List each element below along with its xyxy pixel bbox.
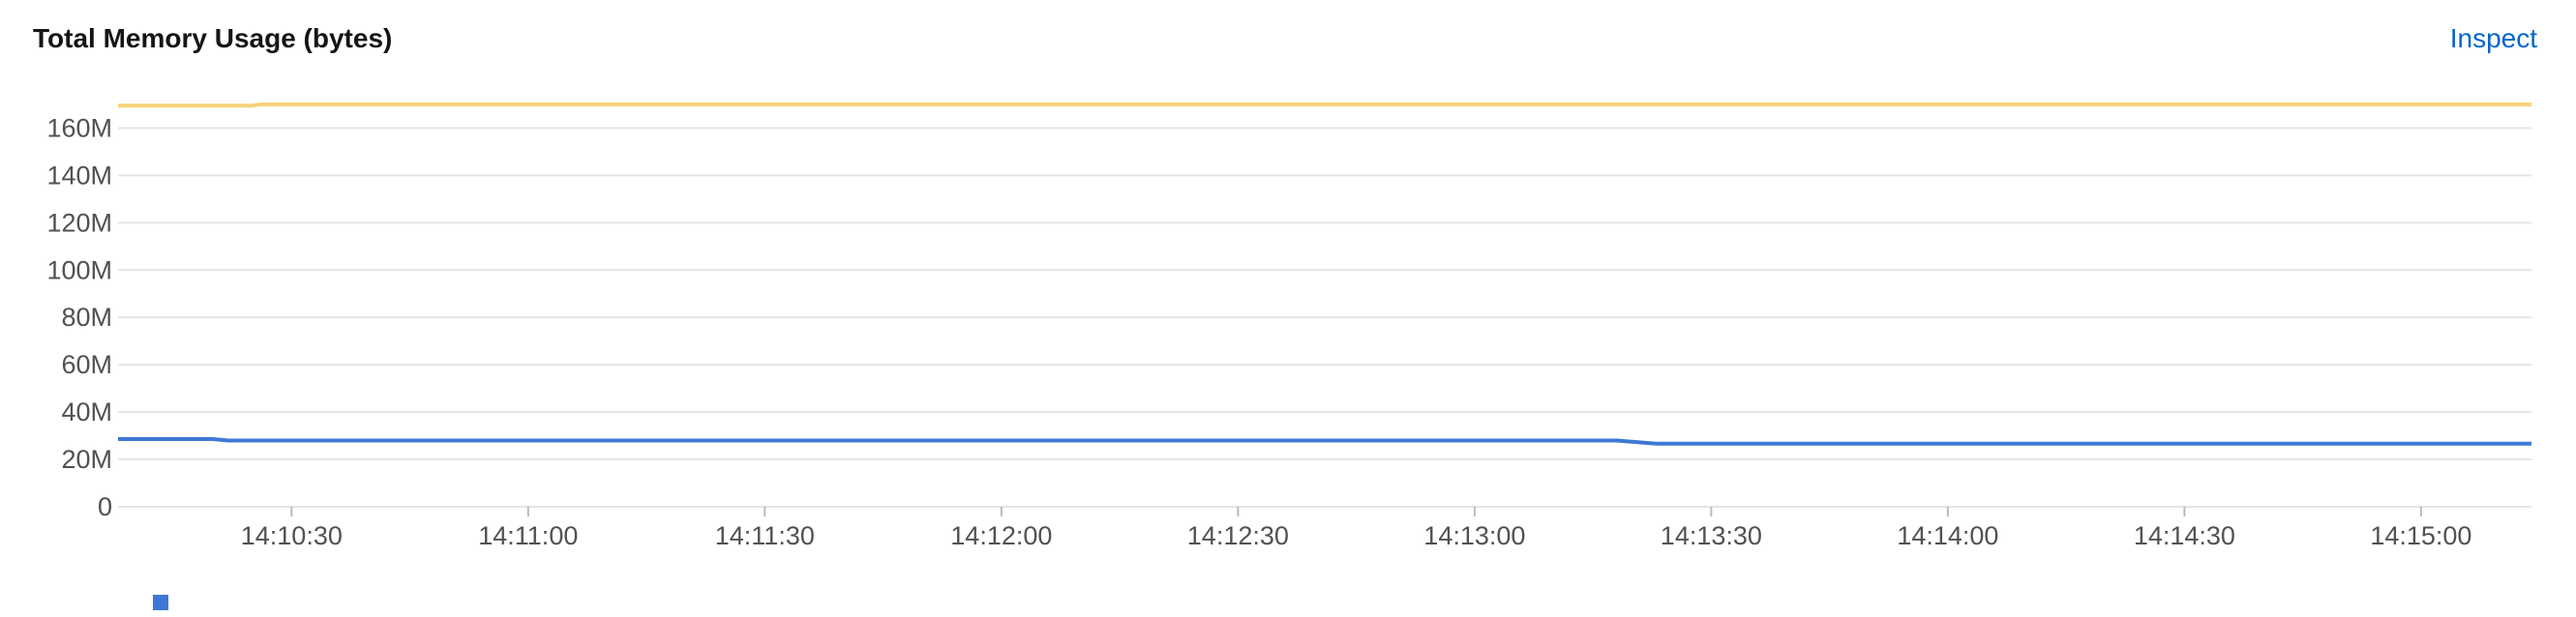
grid-lines — [118, 127, 2531, 508]
chart-legend — [153, 588, 178, 617]
y-tick-label: 160M — [46, 113, 112, 142]
x-tick-label: 14:14:00 — [1897, 521, 1998, 550]
y-tick-label: 40M — [61, 397, 112, 426]
inspect-link[interactable]: Inspect — [2449, 23, 2537, 53]
y-tick-label: 140M — [46, 161, 112, 190]
y-tick-label: 120M — [46, 208, 112, 237]
x-tick-label: 14:12:30 — [1187, 521, 1289, 550]
x-tick-label: 14:11:00 — [478, 521, 578, 550]
x-tick-label: 14:10:30 — [241, 521, 343, 550]
y-tick-label: 0 — [98, 492, 112, 521]
y-tick-label: 100M — [46, 255, 112, 284]
y-tick-label: 80M — [61, 303, 112, 332]
series-line-0 — [118, 103, 2531, 108]
chart-axes: 0 20M 40M 60M 80M 100M 120M 140M 160M 14:10:30 14:… — [46, 113, 2471, 550]
x-tick-label: 14:14:30 — [2134, 521, 2235, 550]
x-tick-label: 14:12:00 — [950, 521, 1052, 550]
x-tick-label: 14:15:00 — [2370, 521, 2471, 550]
series-line-1 — [118, 437, 2531, 446]
legend-swatch — [153, 595, 168, 610]
chart-title: Total Memory Usage (bytes) — [33, 23, 393, 53]
x-tick-label: 14:13:30 — [1661, 521, 1762, 550]
x-tick-label: 14:11:30 — [715, 521, 815, 550]
y-tick-label: 20M — [61, 445, 112, 474]
chart-series — [118, 103, 2531, 446]
memory-usage-line-chart: 0 20M 40M 60M 80M 100M 120M 140M 160M 14:10:30 14:… — [46, 103, 2531, 550]
y-tick-label: 60M — [61, 350, 112, 379]
x-tick-label: 14:13:00 — [1423, 521, 1525, 550]
